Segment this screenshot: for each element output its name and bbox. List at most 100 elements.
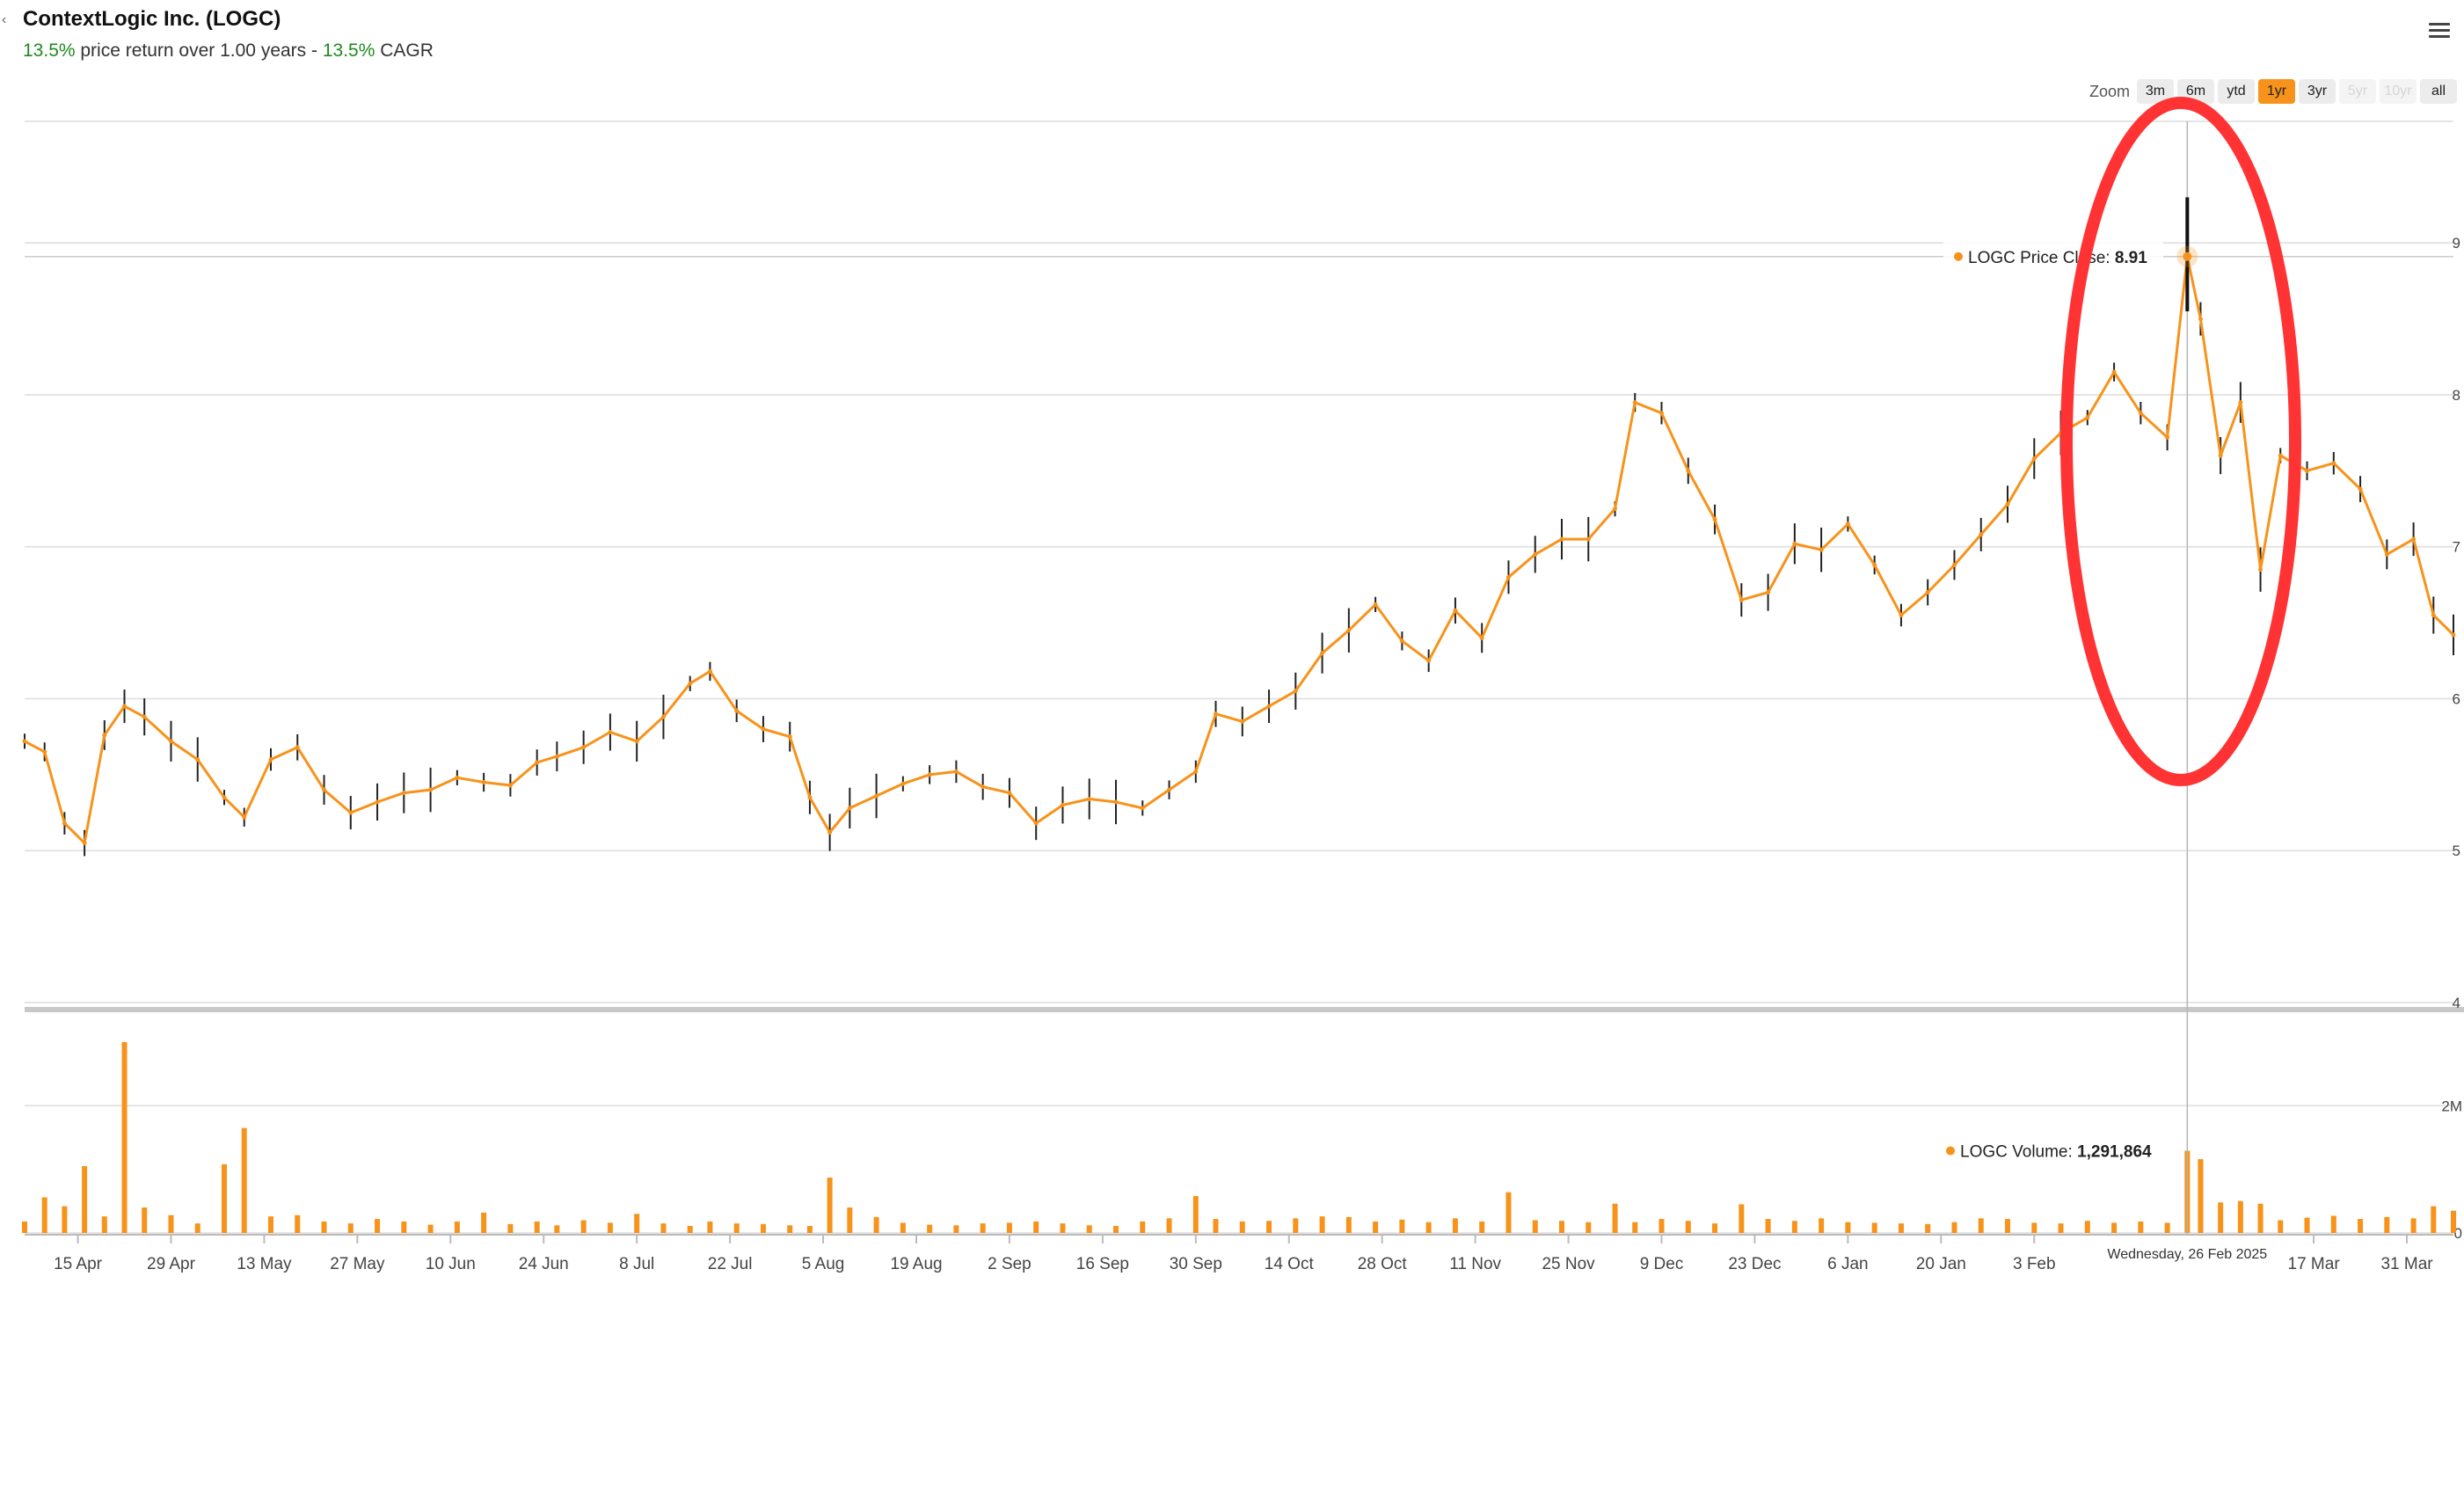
volume-tooltip-label: LOGC Volume: [1960,1143,2077,1162]
volume-bar [121,1041,128,1233]
price-tooltip-label: LOGC Price Close: [1968,249,2115,267]
chart-title: ContextLogic Inc. (LOGC) [23,7,281,31]
volume-bar [1060,1223,1066,1233]
volume-bar [1739,1204,1745,1233]
x-tick-label: 9 Dec [1640,1255,1684,1273]
zoom-controls: Zoom 3m 6m ytd 1yr 3yr 5yr 10yr all [2089,79,2457,104]
price-point [1659,411,1665,416]
x-tick-label: 8 Jul [619,1255,654,1273]
volume-bar [1239,1221,1245,1233]
volume-bar [142,1207,148,1233]
volume-bar [481,1212,487,1233]
price-tooltip-dot [1954,252,1963,261]
price-point [1979,532,1984,537]
price-point [481,780,486,784]
price-tooltip-box [1943,240,2163,271]
volume-bar [1293,1218,1299,1233]
price-point [2165,434,2170,440]
price-point [1586,536,1591,542]
volume-bar [827,1178,833,1233]
price-point [42,749,47,755]
price-point [847,806,852,811]
price-point [1686,468,1691,473]
x-tick-label: 19 Aug [890,1255,942,1273]
volume-bar [1532,1220,1538,1233]
price-point [761,726,766,732]
volume-bar [427,1224,434,1233]
price-point [222,795,227,800]
price-return-text: price return over 1.00 years - [75,40,323,61]
volume-bar [2304,1217,2310,1233]
volume-bar [101,1216,107,1233]
volume-bar [2410,1218,2417,1233]
price-point [953,769,959,774]
price-point [401,791,406,796]
price-point [1792,541,1797,546]
price-point [2198,317,2203,322]
volume-bar [62,1206,68,1233]
price-point [428,787,434,792]
x-tick-label: 2 Sep [988,1255,1032,1273]
zoom-10yr-button: 10yr [2380,79,2417,104]
price-point [1505,574,1511,580]
zoom-3yr-button[interactable]: 3yr [2299,79,2336,104]
price-point [1399,638,1404,644]
volume-bar [953,1225,959,1233]
price-point [1193,769,1199,774]
volume-bar [1978,1218,1984,1233]
volume-bar [2084,1221,2090,1233]
price-point [2031,456,2037,462]
price-y-tick-label: 8 [2453,387,2460,404]
price-point [82,841,87,846]
price-point [242,814,247,820]
volume-bar [2278,1220,2284,1233]
price-y-tick-label: 6 [2453,690,2460,707]
zoom-all-button[interactable]: all [2420,79,2457,104]
x-tick-label: 30 Sep [1170,1255,1222,1273]
x-tick-label: 27 May [330,1255,385,1273]
hamburger-menu-icon[interactable] [2429,23,2450,39]
zoom-ytd-button[interactable]: ytd [2218,79,2255,104]
volume-bar [1140,1221,1146,1233]
price-y-tick-label: 7 [2453,539,2460,556]
price-point [634,739,639,744]
price-point [980,784,986,790]
x-tick-label: 3 Feb [2013,1255,2056,1273]
volume-bar [82,1166,88,1233]
price-point [455,775,460,780]
price-point [1214,711,1219,717]
price-point [2258,567,2264,573]
price-point [1293,689,1298,694]
price-point [2218,453,2223,458]
x-tick-label: 10 Jun [426,1255,476,1273]
volume-bar [634,1214,640,1233]
x-tick-label: 31 Mar [2380,1255,2433,1273]
price-point [1479,635,1484,640]
volume-bar [607,1222,613,1233]
volume-bar [2138,1221,2144,1233]
price-point [1240,718,1245,724]
volume-bar [1479,1221,1485,1233]
price-point [1613,507,1618,512]
price-point [1712,517,1717,522]
price-y-tick-label: 9 [2453,235,2460,252]
price-point [2138,411,2143,416]
price-point [1819,547,1824,552]
volume-bar [1006,1222,1012,1233]
price-point [1899,612,1904,617]
price-point [1766,590,1771,595]
x-tick-label: 6 Jan [1827,1255,1868,1273]
back-arrow-icon[interactable]: ‹ [2,12,7,27]
x-tick-label: 23 Dec [1728,1255,1781,1273]
volume-bar [1819,1218,1825,1233]
price-point [2085,415,2090,420]
zoom-1yr-button[interactable]: 1yr [2258,79,2295,104]
price-point [1426,658,1432,663]
price-point [660,714,666,719]
volume-bar [1086,1225,1092,1233]
volume-bar [194,1223,200,1233]
volume-bar [1658,1219,1665,1233]
price-point [1167,787,1172,792]
volume-bar [241,1127,247,1233]
